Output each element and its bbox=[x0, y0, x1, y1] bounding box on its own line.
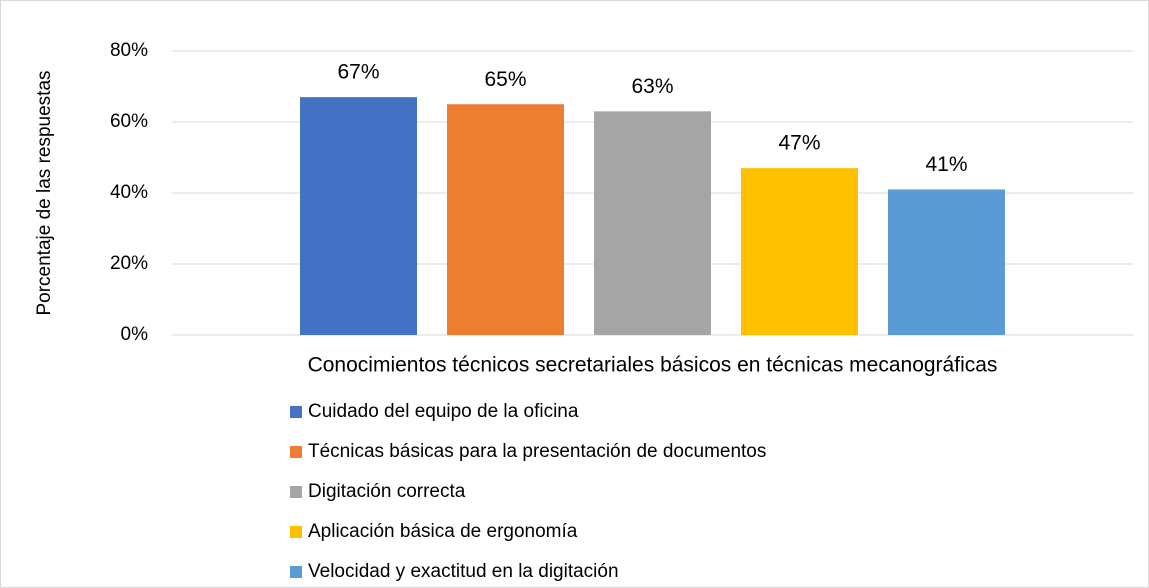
data-label: 65% bbox=[484, 68, 526, 91]
legend-label: Aplicación básica de ergonomía bbox=[308, 521, 578, 542]
bar bbox=[300, 97, 417, 336]
data-label: 67% bbox=[337, 61, 379, 84]
x-tick-label: Conocimientos técnicos secretariales bás… bbox=[308, 354, 998, 377]
y-tick-label: 0% bbox=[121, 324, 149, 345]
y-tick-label: 20% bbox=[110, 253, 148, 274]
bar bbox=[447, 104, 564, 335]
legend-label: Técnicas básicas para la presentación de… bbox=[308, 441, 766, 462]
bar bbox=[741, 168, 858, 335]
legend-swatch bbox=[290, 566, 302, 578]
legend-swatch bbox=[290, 486, 302, 498]
legend-swatch bbox=[290, 526, 302, 538]
legend-label: Velocidad y exactitud en la digitación bbox=[308, 561, 619, 582]
y-tick-label: 60% bbox=[110, 111, 148, 132]
y-tick-label: 40% bbox=[110, 182, 148, 203]
data-label: 41% bbox=[925, 153, 967, 176]
y-tick-label: 80% bbox=[110, 40, 148, 61]
legend-swatch bbox=[290, 406, 302, 418]
data-label: 47% bbox=[778, 132, 820, 155]
bar bbox=[888, 189, 1005, 335]
data-label: 63% bbox=[631, 75, 673, 98]
legend-label: Cuidado del equipo de la oficina bbox=[308, 401, 579, 422]
bar bbox=[594, 111, 711, 335]
legend-swatch bbox=[290, 446, 302, 458]
legend-label: Digitación correcta bbox=[308, 481, 466, 502]
y-axis-label: Porcentaje de las respuestas bbox=[34, 70, 55, 315]
